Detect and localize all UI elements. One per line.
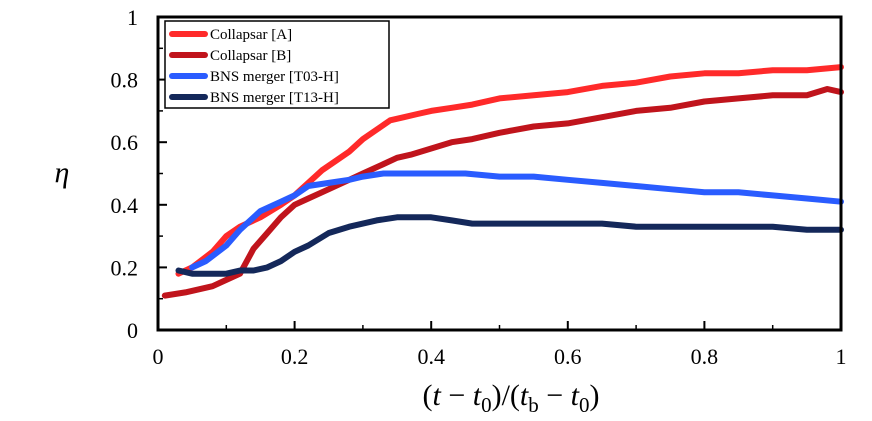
x-label-part: t [432, 379, 441, 412]
x-tick-label: 0 [153, 344, 164, 369]
series-line-4 [175, 214, 844, 277]
legend-label: Collapsar [B] [210, 48, 291, 64]
x-tick-label: 0.6 [554, 344, 582, 369]
x-label-part: 0 [481, 393, 492, 417]
series-line-2 [161, 86, 844, 299]
y-tick-label: 0.8 [111, 68, 139, 93]
legend-label: BNS merger [T03-H] [210, 69, 339, 85]
x-label-part: t [473, 379, 482, 412]
x-label-part: − [539, 379, 571, 412]
x-label-part: 0 [579, 393, 590, 417]
series-line-1 [175, 64, 844, 277]
x-label-part: t [520, 379, 529, 412]
y-tick-label: 0.2 [111, 255, 139, 280]
x-tick-label: 0.8 [691, 344, 719, 369]
x-label-part: − [441, 379, 473, 412]
y-tick-label: 0 [127, 318, 138, 343]
y-tick-label: 1 [127, 5, 138, 30]
x-label-part: ( [422, 379, 432, 412]
x-label-part: b [528, 393, 539, 417]
series-line-3 [189, 170, 844, 271]
x-axis-label: (t − t0)/(tb − t0) [422, 379, 599, 417]
legend-label: Collapsar [A] [210, 27, 292, 43]
x-tick-label: 1 [836, 344, 847, 369]
y-tick-label: 0.6 [111, 130, 139, 155]
y-tick-label: 0.4 [111, 193, 139, 218]
x-label-part: ) [590, 379, 600, 412]
x-label-part: t [571, 379, 580, 412]
legend-label: BNS merger [T13-H] [210, 90, 339, 106]
y-axis-label: η [55, 156, 70, 189]
x-tick-label: 0.4 [417, 344, 445, 369]
x-tick-label: 0.2 [281, 344, 309, 369]
x-label-part: )/( [492, 379, 520, 412]
